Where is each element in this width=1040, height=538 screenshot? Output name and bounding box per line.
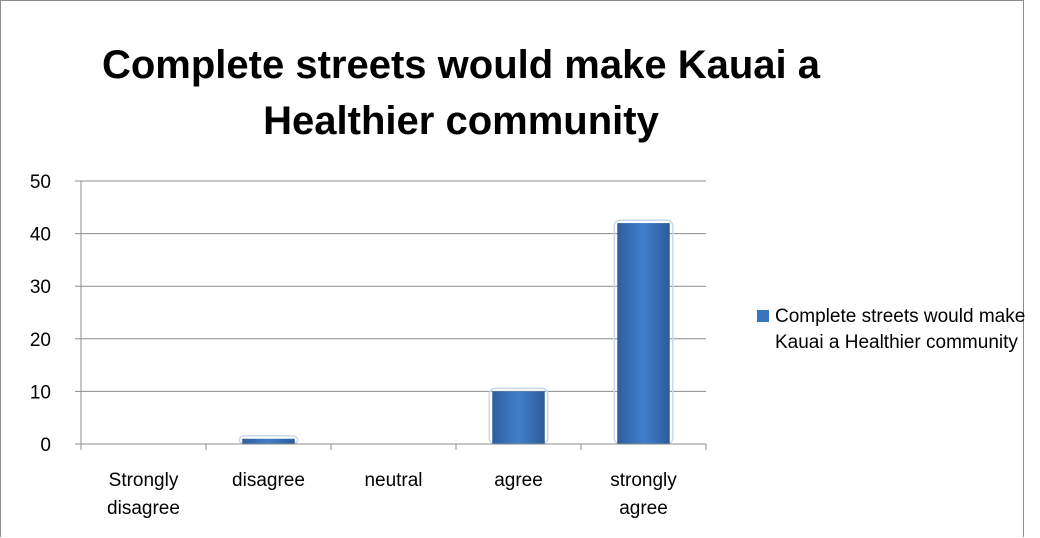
x-tick-label: disagree	[232, 470, 305, 491]
x-tick-label: agree	[494, 470, 543, 491]
bar	[617, 223, 670, 444]
x-tick-label: strongly agree	[610, 470, 677, 519]
y-tick-label: 40	[30, 225, 51, 246]
legend: Complete streets would make Kauai a Heal…	[757, 304, 1027, 356]
y-tick-label: 50	[30, 172, 51, 193]
bar	[492, 391, 545, 444]
x-tick-label: neutral	[364, 470, 422, 491]
chart-title: Complete streets would make Kauai a Heal…	[101, 43, 820, 143]
y-tick-label: 10	[30, 382, 51, 403]
legend-label: Complete streets would make Kauai a Heal…	[775, 306, 1026, 353]
bar	[242, 438, 295, 444]
y-tick-label: 20	[30, 330, 51, 351]
legend-swatch	[757, 310, 769, 322]
y-tick-label: 30	[30, 277, 51, 298]
x-tick-label: Strongly disagree	[107, 470, 180, 519]
y-tick-label: 0	[40, 435, 51, 456]
